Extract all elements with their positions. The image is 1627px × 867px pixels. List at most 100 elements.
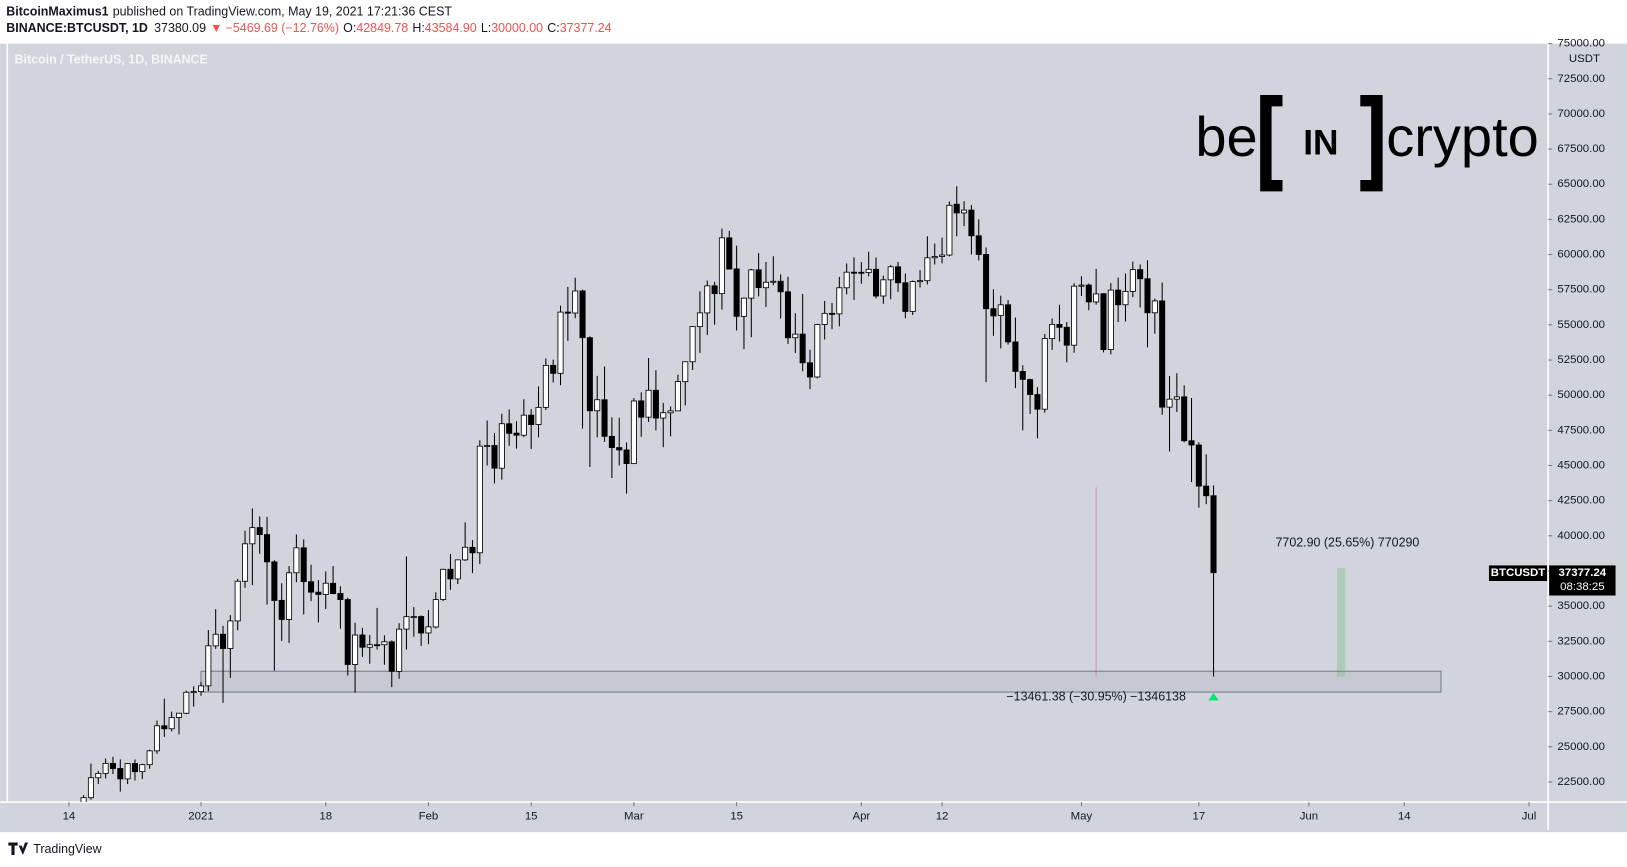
candle-body xyxy=(234,580,241,622)
header-line: BINANCE:BTCUSDT, 1D 37380.09 ▼ −5469.69 (−1… xyxy=(6,21,611,35)
candle-body xyxy=(858,271,865,274)
candle-body xyxy=(484,445,491,447)
candle-body xyxy=(594,399,601,412)
candle-body xyxy=(271,561,278,601)
x-tick-label: 14 xyxy=(1398,811,1411,823)
symbol-tag-box xyxy=(1488,565,1548,582)
candle-body xyxy=(161,725,168,730)
candle-body xyxy=(264,534,271,563)
y-tick-label: 42500.00 xyxy=(1557,495,1605,507)
candle-body xyxy=(990,308,997,317)
candle-body xyxy=(330,582,337,595)
candle-body xyxy=(528,414,535,425)
candle-body xyxy=(227,620,234,650)
candle-body xyxy=(462,546,469,561)
candle-body xyxy=(777,280,784,293)
candle-body xyxy=(843,271,850,289)
candle-body xyxy=(1159,300,1166,408)
measure-range xyxy=(1337,568,1346,677)
candle-body xyxy=(425,626,432,634)
candle-body xyxy=(315,591,322,595)
header-line: BitcoinMaximus1 published on TradingView.… xyxy=(6,5,452,19)
candle-body xyxy=(175,712,183,718)
candle-body xyxy=(278,599,285,620)
y-tick-label: 57500.00 xyxy=(1557,284,1605,296)
price-tag-box xyxy=(1549,565,1616,596)
y-tick-label: 32500.00 xyxy=(1557,635,1605,647)
candle-body xyxy=(102,762,109,774)
candle-body xyxy=(1041,338,1048,410)
candle-body xyxy=(828,312,836,315)
candle-body xyxy=(1078,284,1085,287)
logo-bracket xyxy=(1360,94,1383,192)
candle-body xyxy=(674,381,681,412)
candle-body xyxy=(322,582,329,595)
candle-body xyxy=(718,237,725,295)
candle-body xyxy=(513,432,520,436)
candle-body xyxy=(983,254,990,310)
candle-body xyxy=(865,268,872,273)
candle-body xyxy=(572,290,579,314)
candle-body xyxy=(1012,341,1019,372)
value: 30000.00 xyxy=(491,21,543,35)
candle-body xyxy=(506,423,513,434)
value: 43584.90 xyxy=(425,21,477,35)
change: −5469.69 (−12.76%) xyxy=(226,21,339,35)
candle-body xyxy=(814,324,821,378)
value: 37377.24 xyxy=(560,21,612,35)
candle-body xyxy=(924,257,931,282)
candle-body xyxy=(146,750,153,766)
candle-body xyxy=(256,527,263,535)
candle-body xyxy=(352,634,359,665)
candle-body xyxy=(1137,269,1144,280)
candle-body xyxy=(381,641,388,646)
y-tick-label: 35000.00 xyxy=(1557,600,1605,612)
key: O: xyxy=(343,21,356,35)
candle-body xyxy=(183,691,190,714)
candle-body xyxy=(396,628,403,672)
chart-title: Bitcoin / TetherUS, 1D, BINANCE xyxy=(15,52,208,66)
y-tick-label: 70000.00 xyxy=(1557,108,1605,120)
candle-body xyxy=(638,400,645,418)
candle-body xyxy=(1019,370,1026,380)
candle-body xyxy=(388,641,395,672)
x-tick-label: May xyxy=(1071,811,1093,823)
candle-body xyxy=(667,410,674,414)
candle-body xyxy=(1034,394,1041,410)
candle-body xyxy=(601,399,608,437)
candle-body xyxy=(645,389,652,418)
candle-body xyxy=(476,445,483,554)
x-tick-label: Jun xyxy=(1300,811,1318,823)
candle-body xyxy=(205,645,212,687)
candle-body xyxy=(652,389,659,419)
candle-body xyxy=(740,297,747,317)
candle-body xyxy=(168,717,175,730)
candle-body xyxy=(1166,398,1173,408)
candle-body xyxy=(403,616,410,630)
y-tick-label: 75000.00 xyxy=(1557,38,1605,50)
candle-body xyxy=(784,291,791,339)
candle-body xyxy=(80,797,87,803)
candle-body xyxy=(1181,396,1188,442)
candle-body xyxy=(542,364,549,408)
candle-body xyxy=(139,764,146,773)
candle-body xyxy=(535,406,542,425)
candle-body xyxy=(1115,289,1122,306)
candle-body xyxy=(308,581,315,593)
x-tick-label: 14 xyxy=(63,811,76,823)
candle-body xyxy=(1063,326,1070,346)
candle-body xyxy=(873,268,880,297)
candle-body xyxy=(286,572,293,620)
y-tick-label: 50000.00 xyxy=(1557,389,1605,401)
candle-body xyxy=(1071,285,1078,346)
y-tick-label: 40000.00 xyxy=(1557,530,1605,542)
candle-body xyxy=(1107,289,1114,350)
published: published on TradingView.com, May 19, 20… xyxy=(113,5,453,19)
candle-body xyxy=(1093,293,1100,303)
candle-body xyxy=(799,333,806,364)
candle-body xyxy=(792,333,799,339)
price-tag: 37377.24 xyxy=(1559,567,1607,579)
support-zone xyxy=(200,670,1442,693)
